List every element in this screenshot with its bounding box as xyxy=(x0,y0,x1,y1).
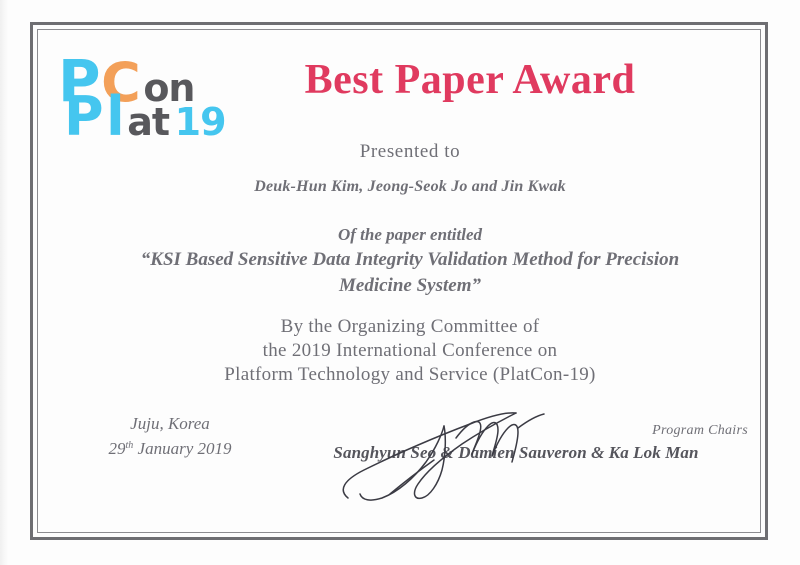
date-day-suffix: th xyxy=(125,439,134,451)
place-text: Juju, Korea xyxy=(130,414,210,433)
platcon19-logo: P C on P l at 19 xyxy=(58,52,227,144)
certificate-border-inner xyxy=(37,29,761,533)
logo-top-row: P C on xyxy=(58,52,195,110)
logo-letters-at: at xyxy=(127,100,170,144)
committee-line-3: Platform Technology and Service (PlatCon… xyxy=(224,364,596,385)
logo-letter-p-top: P xyxy=(58,47,100,115)
committee-line-1: By the Organizing Committee of xyxy=(280,316,540,337)
committee-line-2: the 2019 International Conference on xyxy=(262,340,558,361)
paper-title-line-2: Medicine System” xyxy=(339,275,481,296)
date-day: 29 xyxy=(108,438,126,458)
date-text: 29th January 2019 xyxy=(55,437,285,462)
logo-letter-c: C xyxy=(101,51,141,114)
logo-letters-on: on xyxy=(143,66,195,110)
presented-to-label: Presented to xyxy=(359,141,461,162)
chairs-names: Sanghyun Seo & Damien Sauveron & Ka Lok … xyxy=(333,443,699,462)
logo-bottom-row: P l at 19 xyxy=(64,90,227,144)
logo-letter-l: l xyxy=(106,85,124,148)
date-month-year: January 2019 xyxy=(137,438,232,458)
recipient-names: Deuk-Hun Kim, Jeong-Seok Jo and Jin Kwak xyxy=(254,178,566,195)
paper-intro-label: Of the paper entitled xyxy=(337,225,482,244)
program-chairs-label: Program Chairs xyxy=(652,423,748,438)
place-and-date: Juju, Korea 29th January 2019 xyxy=(55,412,285,461)
logo-digits-19: 19 xyxy=(174,100,227,144)
paper-title-line-1: “KSI Based Sensitive Data Integrity Vali… xyxy=(140,249,680,270)
certificate-border-outer xyxy=(30,22,768,540)
logo-letter-p-bottom: P xyxy=(64,85,104,148)
award-title: Best Paper Award xyxy=(304,57,636,103)
